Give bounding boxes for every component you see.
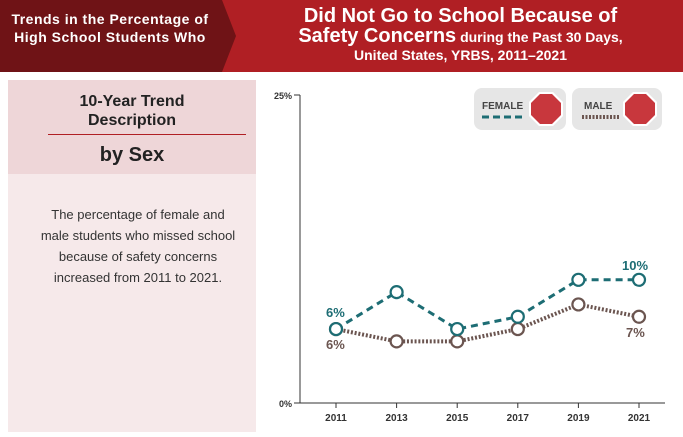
- series-lines: [335, 278, 640, 344]
- x-tick-label: 2011: [325, 413, 347, 424]
- banner-arrow-shape: [0, 0, 236, 72]
- legend-female-label: FEMALE: [482, 101, 524, 112]
- trend-description-header: 10-Year Trend Description by Sex: [8, 80, 256, 174]
- female-data-point: [450, 321, 465, 337]
- chart-title-rest: during the Past 30 Days,: [460, 29, 623, 45]
- female-data-point: [510, 309, 525, 324]
- male-series-line: [335, 302, 640, 344]
- female-start-label: 6%: [326, 305, 345, 320]
- female-end-label: 10%: [622, 258, 648, 273]
- male-data-point: [389, 334, 404, 349]
- female-data-point: [631, 272, 647, 287]
- female-data-point: [328, 321, 344, 337]
- male-data-point: [450, 334, 465, 349]
- x-tick-label: 2019: [567, 413, 590, 424]
- male-start-label: 6%: [326, 337, 345, 352]
- chart-title-line3: United States, YRBS, 2011–2021: [354, 47, 567, 63]
- trend-title: 10-Year Trend Description: [79, 93, 185, 129]
- legend-male-line-sample: [582, 115, 620, 119]
- stop-sign-icon: [623, 92, 657, 126]
- chart-title-bold: Safety Concerns: [298, 25, 457, 47]
- legend-male-label: MALE: [584, 101, 613, 112]
- male-data-point: [510, 321, 525, 337]
- by-sex-subtitle: by Sex: [99, 144, 165, 166]
- banner-right-section: Did Not Go to School Because of Safety C…: [238, 5, 683, 64]
- banner-left-title: Trends in the Percentage of High School …: [11, 11, 209, 45]
- trend-description-panel: 10-Year Trend Description by Sex The per…: [8, 80, 256, 432]
- stop-sign-icon: [529, 92, 563, 126]
- x-tick-label: 2017: [507, 413, 530, 424]
- female-series-line: [335, 278, 639, 331]
- header-banner: Trends in the Percentage of High School …: [0, 0, 683, 72]
- male-data-point: [631, 309, 647, 324]
- female-data-point: [571, 272, 586, 287]
- y-tick-label-min: 0%: [279, 399, 292, 409]
- x-ticks: 2011 2013 2015 2017 2019 2021: [325, 403, 651, 424]
- female-data-point: [389, 285, 404, 300]
- chart-title-line2: Safety Concerns during the Past 30 Days,: [238, 25, 683, 47]
- banner-left-section: Trends in the Percentage of High School …: [0, 0, 236, 72]
- x-tick-label: 2013: [385, 413, 408, 424]
- y-tick-label-max: 25%: [274, 91, 292, 101]
- legend-female-line-sample: [482, 115, 524, 119]
- male-data-point: [571, 297, 586, 312]
- x-tick-label: 2021: [628, 413, 651, 424]
- divider: [48, 134, 246, 135]
- x-tick-label: 2015: [446, 413, 469, 424]
- legend-female: FEMALE: [474, 88, 566, 130]
- trend-description-text: The percentage of female and male studen…: [40, 207, 236, 285]
- legend-male: MALE: [572, 88, 662, 130]
- series-points: [328, 272, 647, 349]
- chart-title-line1: Did Not Go to School Because of: [303, 5, 618, 27]
- male-end-label: 7%: [626, 325, 645, 340]
